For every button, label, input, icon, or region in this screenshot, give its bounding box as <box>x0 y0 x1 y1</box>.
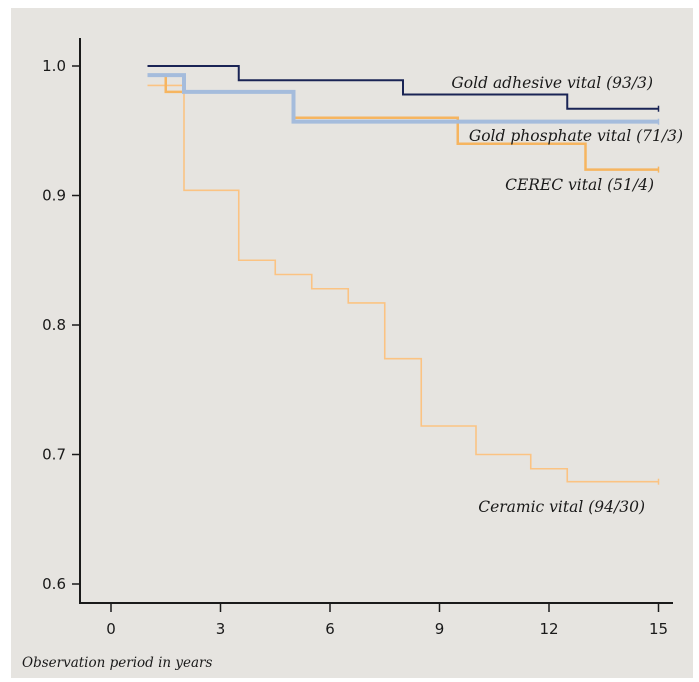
x-tick-label: 12 <box>539 620 558 638</box>
x-tick-label: 15 <box>649 620 668 638</box>
x-tick-label: 6 <box>325 620 335 638</box>
labels-layer: 0.6 0.7 0.8 0.9 1.0 0 3 6 9 12 15 Observation perio… <box>22 57 683 671</box>
y-tick-label: 1.0 <box>42 57 66 75</box>
series-label-0: Gold adhesive vital (93/3) <box>451 74 653 92</box>
series-line-3 <box>147 84 659 483</box>
y-tick-label: 0.7 <box>42 446 66 464</box>
axes-layer <box>72 38 673 612</box>
series-line-1 <box>147 73 659 124</box>
series-label-1: Gold phosphate vital (71/3) <box>469 127 683 145</box>
x-tick-label: 9 <box>435 620 445 638</box>
series-label-2: CEREC vital (51/4) <box>505 176 654 194</box>
x-tick-label: 3 <box>216 620 226 638</box>
y-tick-label: 0.6 <box>42 575 66 593</box>
series-line-2 <box>147 73 659 171</box>
x-tick-label: 0 <box>106 620 116 638</box>
series-line-0 <box>147 65 659 110</box>
y-tick-label: 0.9 <box>42 187 66 205</box>
chart-background <box>11 8 693 678</box>
series-label-3: Ceramic vital (94/30) <box>478 498 645 516</box>
series-layer <box>147 65 660 485</box>
x-axis-title: Observation period in years <box>22 655 212 671</box>
y-tick-label: 0.8 <box>42 316 66 334</box>
